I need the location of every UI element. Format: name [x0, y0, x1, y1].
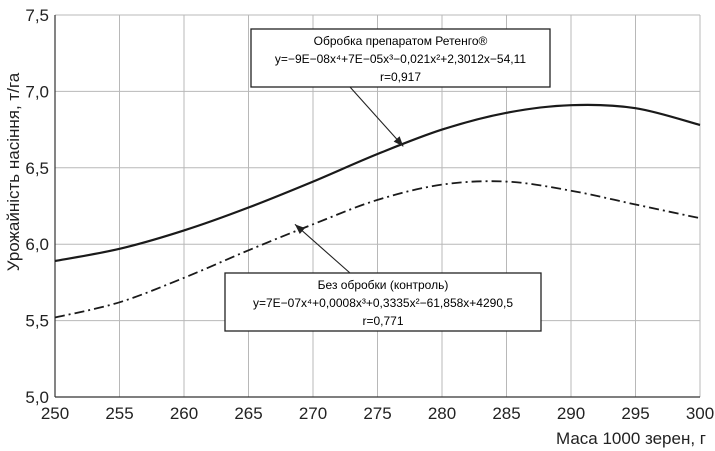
y-tick-label: 5,0 [25, 388, 49, 407]
annotation-text: r=0,771 [362, 314, 403, 328]
x-tick-label: 300 [686, 404, 714, 423]
y-axis-title: Урожайність насіння, т/га [4, 72, 23, 271]
y-tick-label: 6,5 [25, 159, 49, 178]
series-line-2 [54, 180, 701, 319]
arrowhead-icon [294, 224, 306, 234]
series-line-1 [54, 103, 701, 263]
annotation-arrow-line [349, 86, 404, 147]
x-tick-label: 275 [363, 404, 391, 423]
x-axis-title: Маса 1000 зерен, г [556, 429, 706, 448]
annotation-frame [224, 272, 542, 332]
x-tick-label: 295 [621, 404, 649, 423]
tick-labels: 250 255 260 265 270 275 280 285 290 295 300 5,0 5,5 6… [25, 6, 714, 423]
annotation-text: y=−9E−08x⁴+7E−05x³−0,021x²+2,3012x−54,11 [275, 52, 526, 66]
annotation-box-1: Обробка препаратом Ретенго® y=−9E−08x⁴+7E… [250, 28, 551, 147]
x-tick-label: 250 [41, 404, 69, 423]
x-tick-label: 290 [557, 404, 585, 423]
x-tick-label: 280 [428, 404, 456, 423]
annotations: Обробка препаратом Ретенго® y=−9E−08x⁴+7E… [224, 28, 551, 332]
y-tick-label: 7,5 [25, 6, 49, 25]
x-tick-label: 260 [170, 404, 198, 423]
x-tick-label: 285 [492, 404, 520, 423]
y-tick-label: 7,0 [25, 82, 49, 101]
annotation-text: Без обробки (контроль) [318, 278, 449, 292]
annotation-frame [250, 28, 551, 88]
x-tick-label: 255 [105, 404, 133, 423]
annotation-text: r=0,917 [380, 70, 421, 84]
y-tick-label: 5,5 [25, 312, 49, 331]
annotation-text: Обробка препаратом Ретенго® [314, 34, 488, 48]
x-tick-label: 265 [234, 404, 262, 423]
y-tick-label: 6,0 [25, 235, 49, 254]
annotation-text: y=7E−07x⁴+0,0008x³+0,3335x²−61,858x+4290… [253, 296, 513, 310]
x-tick-label: 270 [299, 404, 327, 423]
annotation-arrow-line [294, 223, 351, 274]
series-layer [54, 103, 701, 319]
arrowhead-icon [393, 136, 404, 147]
annotation-box-2: Без обробки (контроль) y=7E−07x⁴+0,0008x³… [224, 223, 542, 332]
axes [54, 15, 700, 398]
